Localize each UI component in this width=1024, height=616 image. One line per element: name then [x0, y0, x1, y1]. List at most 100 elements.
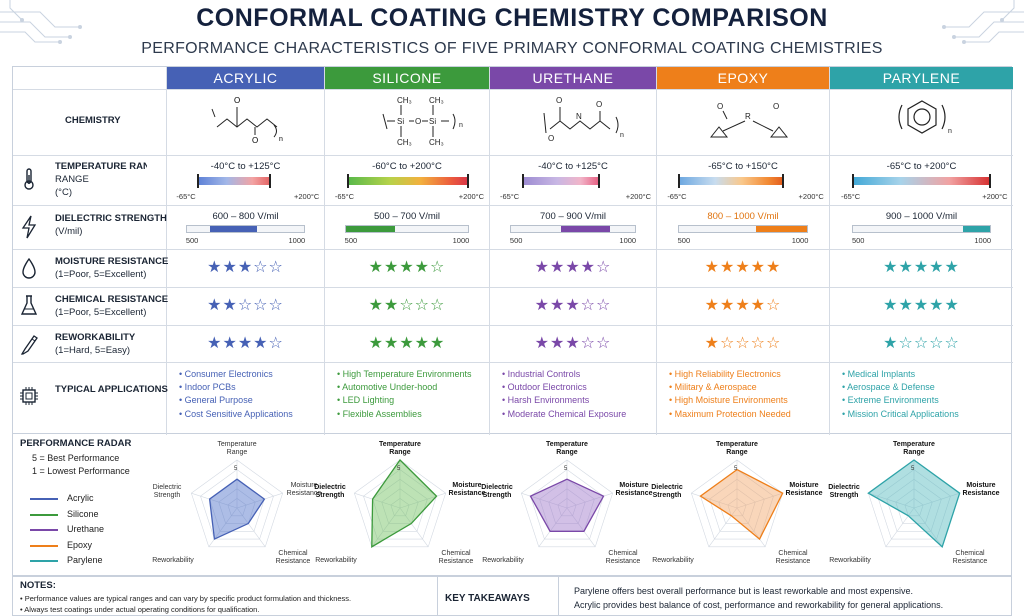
star-empty-icon: ☆ [430, 259, 446, 276]
temperature-axis-max: +200°C [458, 192, 485, 201]
radar-axis-label-line: Range [556, 449, 578, 456]
application-item: • High Reliability Electronics [669, 368, 791, 381]
radar-axis-label-diel: Dielectric Strength [647, 484, 687, 500]
star-rating: ★★★☆☆ [490, 335, 656, 353]
bullet-icon: • [842, 395, 848, 406]
star-rating: ★★★★☆ [490, 259, 656, 277]
applications-cell: • Industrial Controls • Outdoor Electroni… [490, 362, 656, 435]
reworkability-cell: ★★★☆☆ [490, 325, 656, 362]
star-filled-icon: ★ [549, 335, 566, 352]
temperature-axis-min: -65°C [499, 192, 520, 201]
star-filled-icon: ★ [565, 259, 581, 276]
radar-axis-label-rework: Reworkability [475, 557, 531, 565]
radar-axis-label-moist: Moisture Resistance [444, 482, 490, 498]
radar-axis-label-line: Strength [315, 492, 345, 499]
applications-cell: • High Reliability Electronics • Military… [657, 362, 829, 435]
radar-spoke [236, 492, 283, 509]
dielectric-range-label: 600 – 800 V/mil [212, 211, 279, 222]
star-rating: ★★★★★ [657, 259, 829, 277]
application-text: LED Lighting [342, 395, 395, 406]
radar-urethane: 5 [520, 459, 614, 548]
radar-spoke [538, 507, 568, 548]
atom-label: O [596, 100, 602, 109]
atom-label: O [717, 102, 723, 111]
temperature-range-cap [467, 174, 470, 188]
temperature-axis-max: +200°C [625, 192, 652, 201]
dielectric-range-label: 800 – 1000 V/mil [707, 211, 779, 222]
dielectric-cell: 500 – 700 V/mil 500 1000 [325, 205, 489, 249]
star-empty-icon: ☆ [414, 297, 431, 314]
legend-swatch [30, 560, 58, 562]
star-empty-icon: ☆ [929, 335, 945, 352]
radar-axis-label-line: Moisture [452, 482, 482, 489]
temperature-cell: -65°C to +150°C -65°C +200°C [657, 155, 829, 205]
dielectric-axis-min: 500 [851, 236, 865, 245]
dielectric-range-bar [210, 226, 258, 232]
atom-label: n [948, 128, 952, 135]
star-filled-icon: ★ [207, 335, 223, 352]
application-text: Outdoor Electronics [507, 382, 587, 393]
star-filled-icon: ★ [253, 335, 269, 352]
dielectric-axis-max: 1000 [791, 236, 809, 245]
application-text: Cost Sensitive Applications [184, 408, 293, 419]
radar-axis-label-line: Reworkability [829, 557, 871, 564]
radar-spoke [885, 507, 915, 548]
star-empty-icon: ☆ [237, 297, 254, 314]
temperature-range-bar [197, 177, 272, 185]
radar-gridline [895, 488, 933, 524]
radar-axis-label-line: Chemical [778, 550, 808, 557]
star-filled-icon: ★ [704, 335, 720, 352]
temperature-range-cap [677, 174, 680, 188]
star-filled-icon: ★ [883, 335, 899, 352]
radar-axis-label-temp: Temperature Range [889, 441, 939, 457]
star-filled-icon: ★ [766, 259, 782, 276]
radar-axis-label-line: Temperature [546, 441, 588, 448]
atom-label: Si [429, 117, 436, 126]
radar-axis-label-line: Temperature [217, 441, 257, 448]
radar-spoke [354, 492, 401, 509]
star-empty-icon: ☆ [580, 297, 597, 314]
moisture-resistance-cell: ★★★★☆ [490, 249, 656, 287]
radar-axis-label-rework: Reworkability [822, 557, 878, 565]
radar-spoke [913, 492, 960, 509]
structure-parylene: n [898, 100, 952, 135]
radar-spoke [691, 492, 738, 509]
radar-axis-label-line: Reworkability [152, 557, 194, 564]
star-filled-icon: ★ [944, 259, 960, 276]
radar-area-parylene [867, 459, 961, 548]
dielectric-axis-max: 1000 [452, 236, 470, 245]
applications-cell: • Medical Implants • Aerospace & Defense •… [830, 362, 1013, 435]
dielectric-axis-max: 1000 [288, 236, 306, 245]
application-text: Industrial Controls [507, 369, 581, 379]
radar-spoke [566, 492, 613, 509]
star-filled-icon: ★ [237, 335, 254, 352]
radar-axis-label-line: Strength [829, 492, 859, 499]
application-text: Mission Critical Applications [847, 408, 959, 419]
bullet-icon: • [502, 408, 508, 419]
radar-axis-label-line: Strength [652, 492, 682, 499]
dielectric-range-bar [560, 226, 611, 232]
radar-area-silicone [371, 458, 438, 548]
temperature-range-cap [521, 174, 524, 188]
star-filled-icon: ★ [414, 335, 431, 352]
radar-axis-label-line: Dielectric [481, 484, 513, 491]
chemical-resistance-cell: ★★☆☆☆ [167, 287, 324, 325]
radar-axis-label-temp: Temperature Range [712, 441, 762, 457]
column-header-silicone: SILICONE [325, 67, 489, 89]
star-empty-icon: ☆ [399, 297, 415, 314]
radar-axis-label-rework: Reworkability [308, 557, 364, 565]
application-text: General Purpose [184, 395, 253, 406]
key-takeaways-title: KEY TAKEAWAYS [445, 593, 530, 604]
chemical-resistance-cell: ★★★★☆ [657, 287, 829, 325]
dielectric-range-label: 900 – 1000 V/mil [885, 211, 958, 222]
star-empty-icon: ☆ [268, 335, 284, 352]
chemical-resistance-cell: ★★★☆☆ [490, 287, 656, 325]
radar-scale-label: 5 [234, 466, 238, 472]
reworkability-cell: ★☆☆☆☆ [657, 325, 829, 362]
atom-label: O [252, 136, 258, 145]
radar-spoke [913, 507, 943, 548]
star-filled-icon: ★ [222, 259, 238, 276]
radar-axis-label-diel: Dielectric Strength [477, 484, 517, 500]
temperature-range-label: -40°C to +125°C [210, 161, 281, 172]
star-empty-icon: ☆ [596, 259, 612, 276]
